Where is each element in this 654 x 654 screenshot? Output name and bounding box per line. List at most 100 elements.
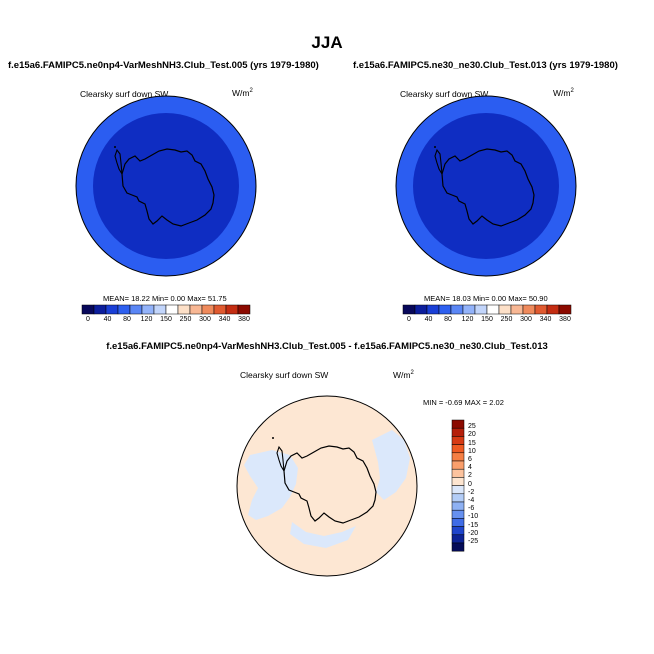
left-colorbar-swatch (165, 304, 179, 315)
right-colorbar-tick-label: 250 (500, 316, 513, 323)
left-colorbar-swatch (153, 304, 167, 315)
left-map-antarctica-coast (114, 146, 215, 227)
right-map-inner-disk (413, 113, 559, 259)
left-colorbar-tick-label: 40 (103, 316, 112, 323)
left-colorbar-tick-label: 300 (199, 316, 211, 323)
left-colorbar-swatch (141, 304, 155, 315)
left-colorbar-swatch (177, 304, 191, 315)
difference-legend-swatch (451, 436, 465, 445)
difference-legend-label: 10 (468, 447, 476, 455)
difference-legend-swatch (451, 526, 465, 536)
difference-variable-label: Clearsky surf down SW (240, 370, 329, 380)
right-colorbar-tick-label: 300 (520, 316, 532, 323)
panel-left-variable-label: Clearsky surf down SW (80, 89, 169, 99)
right-colorbar-tick-label: 120 (461, 316, 474, 323)
difference-legend-label: -2 (468, 488, 475, 496)
right-colorbar-swatch (402, 304, 416, 315)
left-map (76, 96, 256, 276)
difference-legend-swatch (451, 534, 465, 544)
difference-legend-label: -20 (468, 529, 479, 537)
right-colorbar-swatch (462, 304, 476, 315)
difference-legend-swatch (451, 493, 465, 503)
difference-legend-label: 20 (468, 431, 476, 439)
left-colorbar-tick-label: 150 (160, 316, 172, 323)
right-colorbar-tick-label: 0 (407, 316, 411, 323)
right-colorbar-swatch (522, 304, 536, 315)
difference-legend-label: 2 (468, 472, 472, 480)
panel-right-title: f.e15a6.FAMIPC5.ne30_ne30.Club_Test.013 … (353, 60, 618, 71)
left-colorbar-tick-label: 120 (140, 316, 153, 323)
right-map-antarctica-coast (434, 146, 535, 227)
panel-right-units: W/m2 (553, 88, 574, 98)
left-colorbar-swatch (213, 304, 227, 315)
difference-legend-swatch (451, 501, 465, 511)
difference-units: W/m2 (393, 370, 414, 380)
difference-legend (451, 419, 465, 552)
left-colorbar (81, 304, 251, 315)
difference-legend-label: -6 (468, 505, 475, 513)
right-colorbar-swatch (474, 304, 488, 315)
difference-legend-swatch (451, 468, 465, 478)
right-colorbar-swatch (510, 304, 524, 315)
panel-left-title: f.e15a6.FAMIPC5.ne0np4-VarMeshNH3.Club_T… (8, 60, 319, 71)
difference-map (237, 396, 417, 576)
right-colorbar-swatch (438, 304, 452, 315)
panel-right-stats: MEAN= 18.03 Min= 0.00 Max= 50.90 (424, 294, 548, 303)
difference-legend-label: 4 (468, 464, 472, 472)
difference-legend-label: 0 (468, 480, 472, 488)
difference-legend-label: 15 (468, 439, 476, 447)
difference-legend-swatch (451, 452, 465, 462)
panel-right-variable-label: Clearsky surf down SW (400, 89, 489, 99)
difference-legend-label: -4 (468, 497, 475, 504)
panel-left-units: W/m2 (232, 88, 253, 98)
left-colorbar-swatch (201, 304, 215, 315)
difference-legend-swatch (451, 477, 465, 486)
difference-legend-swatch (451, 509, 465, 519)
right-colorbar-swatch (498, 304, 512, 315)
right-colorbar-swatch (558, 304, 572, 315)
left-colorbar-tick-label: 340 (218, 316, 231, 323)
left-colorbar-swatch (81, 304, 95, 315)
difference-legend-swatch (451, 419, 465, 429)
right-colorbar (402, 304, 572, 315)
left-colorbar-swatch (189, 304, 203, 315)
left-colorbar-swatch (225, 304, 239, 315)
difference-legend-swatch (451, 485, 465, 495)
left-colorbar-tick-label: 0 (86, 316, 90, 323)
left-colorbar-tick-label: 380 (238, 316, 250, 323)
right-colorbar-swatch (486, 304, 500, 315)
difference-legend-swatch (451, 444, 465, 454)
difference-map-background (237, 396, 417, 576)
left-colorbar-tick-label: 250 (179, 316, 192, 323)
right-colorbar-swatch (426, 304, 440, 315)
left-colorbar-swatch (93, 304, 107, 315)
difference-legend-swatch (451, 518, 465, 527)
difference-legend-label: -25 (468, 538, 479, 545)
difference-panel-title: f.e15a6.FAMIPC5.ne0np4-VarMeshNH3.Club_T… (106, 341, 548, 352)
right-colorbar-swatch (450, 304, 464, 315)
page-title: JJA (311, 33, 343, 52)
difference-legend-label: 25 (468, 423, 476, 431)
right-colorbar-swatch (534, 304, 548, 315)
left-colorbar-tick-label: 80 (123, 316, 131, 323)
difference-legend-swatch (451, 460, 465, 470)
difference-map-antarctica-coast (272, 437, 377, 524)
left-colorbar-swatch (129, 304, 143, 315)
left-colorbar-swatch (117, 304, 131, 315)
right-map (396, 96, 576, 276)
difference-map-sea-ice-south (290, 522, 356, 548)
panel-left-stats: MEAN= 18.22 Min= 0.00 Max= 51.75 (103, 294, 227, 303)
difference-legend-label: -15 (468, 521, 479, 529)
left-map-inner-disk (93, 113, 239, 259)
right-colorbar-tick-label: 80 (444, 316, 452, 323)
right-colorbar-tick-label: 380 (559, 316, 571, 323)
right-colorbar-swatch (414, 304, 428, 315)
difference-map-sea-ice-east (372, 430, 410, 500)
right-colorbar-swatch (546, 304, 560, 315)
left-colorbar-swatch (237, 304, 251, 315)
right-colorbar-tick-label: 150 (481, 316, 493, 323)
difference-minmax: MIN = -0.69 MAX = 2.02 (423, 398, 504, 407)
left-colorbar-swatch (105, 304, 119, 315)
right-colorbar-tick-label: 340 (539, 316, 552, 323)
